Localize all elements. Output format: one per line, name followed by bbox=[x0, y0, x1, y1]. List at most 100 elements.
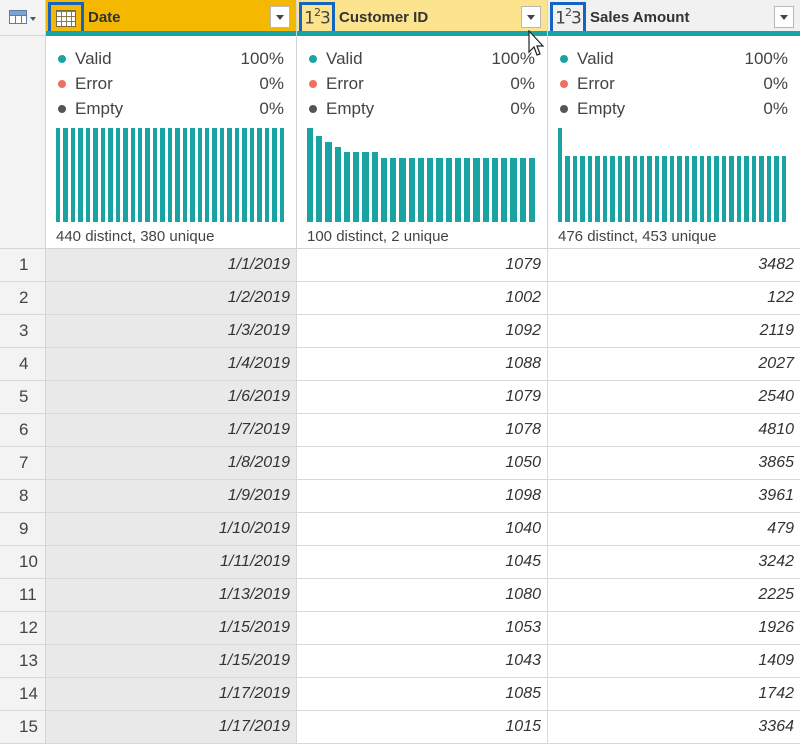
table-row[interactable]: 5 1/6/2019 1079 2540 bbox=[0, 381, 800, 414]
histogram-bar[interactable] bbox=[482, 158, 489, 222]
cell-customer-id[interactable]: 1002 bbox=[297, 282, 548, 314]
table-row[interactable]: 9 1/10/2019 1040 479 bbox=[0, 513, 800, 546]
cell-date[interactable]: 1/4/2019 bbox=[46, 348, 297, 380]
column-header-sales-amount[interactable]: 123 Sales Amount bbox=[548, 0, 800, 36]
column-header-date[interactable]: Date bbox=[46, 0, 297, 36]
histogram-bar[interactable] bbox=[123, 128, 128, 222]
table-row[interactable]: 6 1/7/2019 1078 4810 bbox=[0, 414, 800, 447]
cell-customer-id[interactable]: 1050 bbox=[297, 447, 548, 479]
histogram-bar[interactable] bbox=[580, 156, 585, 222]
histogram-bar[interactable] bbox=[390, 158, 397, 222]
histogram-bar[interactable] bbox=[721, 156, 727, 222]
histogram-bar[interactable] bbox=[572, 156, 578, 222]
cell-sales-amount[interactable]: 1409 bbox=[548, 645, 800, 677]
histogram-bar[interactable] bbox=[639, 156, 645, 222]
histogram-bar[interactable] bbox=[595, 156, 600, 222]
histogram-bar[interactable] bbox=[307, 128, 314, 222]
row-number[interactable]: 11 bbox=[0, 579, 46, 611]
histogram-bar[interactable] bbox=[182, 128, 188, 222]
cell-sales-amount[interactable]: 3242 bbox=[548, 546, 800, 578]
histogram-bar[interactable] bbox=[692, 156, 697, 222]
histogram-bar[interactable] bbox=[115, 128, 121, 222]
filter-dropdown-button[interactable] bbox=[774, 6, 794, 28]
cell-date[interactable]: 1/10/2019 bbox=[46, 513, 297, 545]
histogram-bar[interactable] bbox=[85, 128, 91, 222]
histogram-bar[interactable] bbox=[751, 156, 757, 222]
table-row[interactable]: 10 1/11/2019 1045 3242 bbox=[0, 546, 800, 579]
cell-date[interactable]: 1/2/2019 bbox=[46, 282, 297, 314]
histogram-bar[interactable] bbox=[729, 156, 734, 222]
table-row[interactable]: 1 1/1/2019 1079 3482 bbox=[0, 249, 800, 282]
histogram-bar[interactable] bbox=[242, 128, 247, 222]
histogram-bar[interactable] bbox=[197, 128, 203, 222]
cell-date[interactable]: 1/3/2019 bbox=[46, 315, 297, 347]
histogram-bar[interactable] bbox=[145, 128, 150, 222]
histogram-bar[interactable] bbox=[781, 156, 786, 222]
cell-sales-amount[interactable]: 3364 bbox=[548, 711, 800, 743]
table-row[interactable]: 14 1/17/2019 1085 1742 bbox=[0, 678, 800, 711]
histogram-bar[interactable] bbox=[445, 158, 452, 222]
cell-sales-amount[interactable]: 1742 bbox=[548, 678, 800, 710]
histogram-bar[interactable] bbox=[602, 156, 608, 222]
histogram-bar[interactable] bbox=[427, 158, 434, 222]
histogram-bar[interactable] bbox=[714, 156, 719, 222]
histogram-bar[interactable] bbox=[699, 156, 705, 222]
date-type-button[interactable] bbox=[48, 2, 84, 34]
histogram-bar[interactable] bbox=[744, 156, 749, 222]
histogram-bar[interactable] bbox=[362, 151, 369, 222]
histogram-bar[interactable] bbox=[707, 156, 712, 222]
histogram-bar[interactable] bbox=[684, 156, 690, 222]
histogram-bar[interactable] bbox=[610, 156, 615, 222]
histogram-bar[interactable] bbox=[380, 158, 388, 222]
column-header-customer-id[interactable]: 123 Customer ID bbox=[297, 0, 548, 36]
cell-customer-id[interactable]: 1080 bbox=[297, 579, 548, 611]
histogram-bar[interactable] bbox=[279, 128, 284, 222]
cell-sales-amount[interactable]: 479 bbox=[548, 513, 800, 545]
cell-date[interactable]: 1/13/2019 bbox=[46, 579, 297, 611]
cell-date[interactable]: 1/7/2019 bbox=[46, 414, 297, 446]
histogram-bar[interactable] bbox=[491, 158, 499, 222]
row-number[interactable]: 12 bbox=[0, 612, 46, 644]
histogram-bar[interactable] bbox=[108, 128, 113, 222]
cell-sales-amount[interactable]: 3961 bbox=[548, 480, 800, 512]
histogram-bar[interactable] bbox=[625, 156, 630, 222]
cell-customer-id[interactable]: 1079 bbox=[297, 249, 548, 281]
histogram-bar[interactable] bbox=[632, 156, 637, 222]
row-number[interactable]: 6 bbox=[0, 414, 46, 446]
cell-customer-id[interactable]: 1078 bbox=[297, 414, 548, 446]
histogram-bar[interactable] bbox=[464, 158, 471, 222]
table-row[interactable]: 4 1/4/2019 1088 2027 bbox=[0, 348, 800, 381]
cell-customer-id[interactable]: 1088 bbox=[297, 348, 548, 380]
cell-customer-id[interactable]: 1098 bbox=[297, 480, 548, 512]
histogram-bar[interactable] bbox=[736, 156, 742, 222]
cell-date[interactable]: 1/6/2019 bbox=[46, 381, 297, 413]
histogram-bar[interactable] bbox=[100, 128, 106, 222]
table-row[interactable]: 13 1/15/2019 1043 1409 bbox=[0, 645, 800, 678]
filter-dropdown-button[interactable] bbox=[521, 6, 541, 28]
cell-date[interactable]: 1/17/2019 bbox=[46, 678, 297, 710]
histogram-bar[interactable] bbox=[454, 158, 462, 222]
histogram-bar[interactable] bbox=[160, 128, 165, 222]
histogram-bar[interactable] bbox=[334, 146, 341, 222]
value-distribution-histogram[interactable] bbox=[56, 128, 284, 222]
cell-customer-id[interactable]: 1040 bbox=[297, 513, 548, 545]
histogram-bar[interactable] bbox=[473, 158, 480, 222]
cell-sales-amount[interactable]: 2225 bbox=[548, 579, 800, 611]
histogram-bar[interactable] bbox=[766, 156, 772, 222]
row-number[interactable]: 10 bbox=[0, 546, 46, 578]
histogram-bar[interactable] bbox=[558, 128, 563, 222]
histogram-bar[interactable] bbox=[325, 142, 332, 222]
histogram-bar[interactable] bbox=[130, 128, 135, 222]
row-number[interactable]: 5 bbox=[0, 381, 46, 413]
histogram-bar[interactable] bbox=[759, 156, 764, 222]
table-row[interactable]: 12 1/15/2019 1053 1926 bbox=[0, 612, 800, 645]
row-number[interactable]: 1 bbox=[0, 249, 46, 281]
cell-date[interactable]: 1/15/2019 bbox=[46, 612, 297, 644]
cell-sales-amount[interactable]: 3865 bbox=[548, 447, 800, 479]
histogram-bar[interactable] bbox=[272, 128, 277, 222]
table-row[interactable]: 11 1/13/2019 1080 2225 bbox=[0, 579, 800, 612]
row-number[interactable]: 14 bbox=[0, 678, 46, 710]
histogram-bar[interactable] bbox=[399, 158, 406, 222]
cell-date[interactable]: 1/1/2019 bbox=[46, 249, 297, 281]
filter-dropdown-button[interactable] bbox=[270, 6, 290, 28]
